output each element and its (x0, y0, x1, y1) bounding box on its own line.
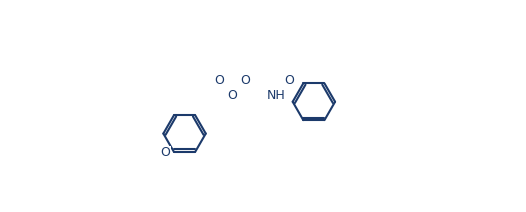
Text: O: O (240, 74, 250, 87)
Text: NH: NH (266, 89, 285, 102)
Text: O: O (285, 74, 295, 87)
Text: O: O (227, 89, 237, 102)
Text: O: O (160, 146, 170, 159)
Text: O: O (215, 74, 225, 87)
